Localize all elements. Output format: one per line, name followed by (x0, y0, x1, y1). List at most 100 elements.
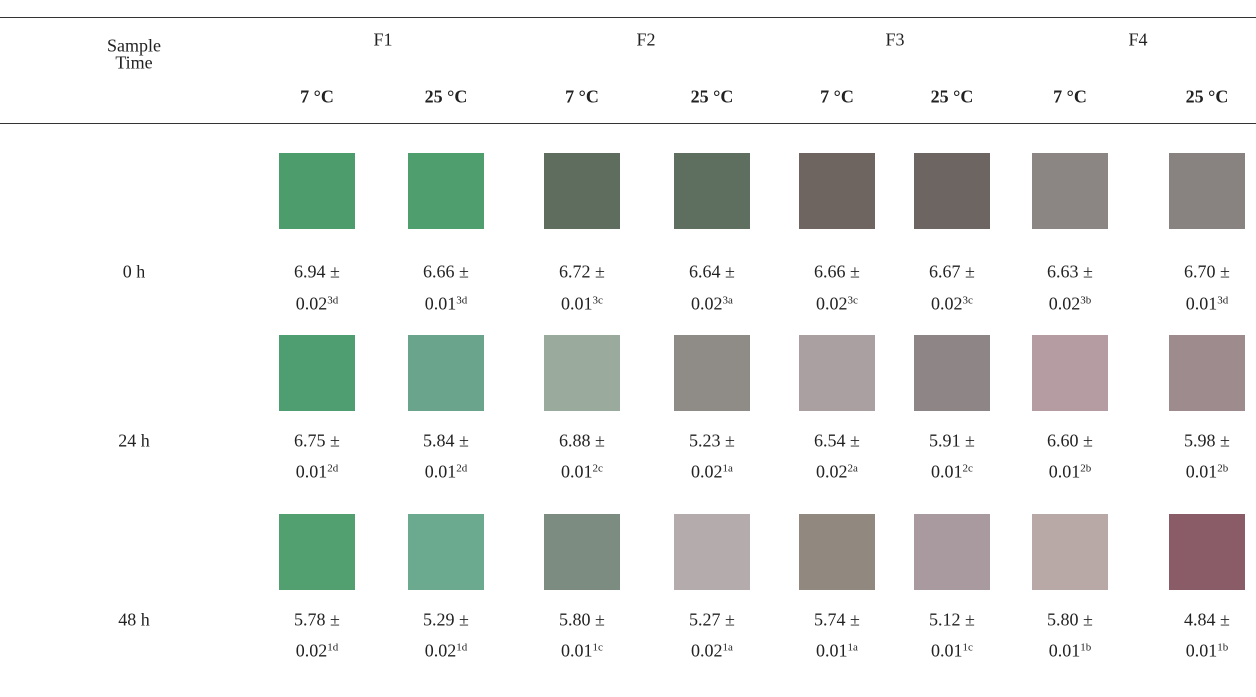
temperature-header: 7 °C (300, 86, 334, 107)
significance-letters: 1a (847, 641, 858, 654)
mean-value: 5.80 ± (1047, 609, 1093, 630)
temperature-header: 25 °C (690, 86, 734, 107)
temperature-header: 7 °C (820, 86, 854, 107)
mean-value: 5.12 ± (929, 609, 975, 630)
significance-letters: 3b (1080, 294, 1092, 307)
group-header: F3 (885, 29, 905, 50)
error: 0.02 (691, 640, 723, 661)
error: 0.02 (816, 293, 848, 314)
mean-value: 6.94 ± (294, 261, 340, 282)
significance-letters: 1a (722, 462, 733, 475)
mean-value: 5.98 ± (1184, 430, 1230, 451)
significance-letters: 3d (1217, 294, 1229, 307)
mean-value: 6.66 ± (814, 261, 860, 282)
sample-image (914, 153, 990, 229)
temperature-header: 25 °C (930, 86, 974, 107)
sample-image (1169, 514, 1245, 590)
error: 0.01 (1185, 640, 1218, 661)
error: 0.01 (1048, 640, 1081, 661)
sample-image (279, 514, 355, 590)
sample-image (408, 153, 484, 229)
time-label: 0 h (122, 261, 146, 282)
sample-image (544, 335, 620, 411)
temperature-header: 25 °C (1185, 86, 1229, 107)
sample-image (1169, 153, 1245, 229)
mean-value: 5.84 ± (423, 430, 469, 451)
mean-value: 5.78 ± (294, 609, 340, 630)
temperature-header: 7 °C (1053, 86, 1087, 107)
mean-value: 6.66 ± (423, 261, 469, 282)
mean-value: 6.70 ± (1184, 261, 1230, 282)
error: 0.01 (561, 293, 593, 314)
mean-value: 6.88 ± (559, 430, 605, 451)
error: 0.02 (931, 293, 963, 314)
error-value: 0.023b (1049, 294, 1092, 315)
significance-letters: 3c (847, 294, 858, 307)
mean-value: 6.64 ± (689, 261, 735, 282)
error: 0.01 (816, 640, 848, 661)
error-value: 0.022a (816, 462, 858, 483)
sample-image (674, 514, 750, 590)
error-value: 0.021d (296, 641, 339, 662)
error-value: 0.023c (816, 294, 858, 315)
significance-letters: 1c (592, 641, 603, 654)
sample-image (408, 335, 484, 411)
error-value: 0.012b (1186, 462, 1229, 483)
sample-image (799, 335, 875, 411)
error: 0.01 (561, 640, 593, 661)
error: 0.01 (295, 461, 328, 482)
error-value: 0.012c (561, 462, 603, 483)
significance-letters: 2d (456, 462, 468, 475)
sample-image (1032, 514, 1108, 590)
mean-value: 6.54 ± (814, 430, 860, 451)
mean-value: 5.80 ± (559, 609, 605, 630)
mean-value: 6.75 ± (294, 430, 340, 451)
significance-letters: 2b (1217, 462, 1229, 475)
mean-value: 5.29 ± (423, 609, 469, 630)
mean-value: 6.63 ± (1047, 261, 1093, 282)
error-value: 0.021a (691, 462, 733, 483)
sample-image (1169, 335, 1245, 411)
significance-letters: 2c (592, 462, 603, 475)
error: 0.02 (691, 293, 723, 314)
error: 0.01 (931, 640, 963, 661)
error-value: 0.021d (425, 641, 468, 662)
error-value: 0.012d (425, 462, 468, 483)
sample-image (914, 514, 990, 590)
mean-value: 6.72 ± (559, 261, 605, 282)
significance-letters: 1d (456, 641, 468, 654)
error: 0.02 (424, 640, 457, 661)
group-header: F1 (373, 29, 393, 50)
sample-image (799, 153, 875, 229)
significance-letters: 3d (327, 294, 339, 307)
row-label-header: Sample (107, 35, 161, 56)
sample-image (279, 335, 355, 411)
group-header: F2 (636, 29, 656, 50)
mean-value: 5.27 ± (689, 609, 735, 630)
significance-letters: 1c (962, 641, 973, 654)
time-label: 48 h (118, 609, 150, 630)
mean-value: 6.67 ± (929, 261, 975, 282)
sample-image (674, 153, 750, 229)
error: 0.02 (691, 461, 723, 482)
sample-image (1032, 153, 1108, 229)
error-value: 0.023a (691, 294, 733, 315)
sample-image (544, 153, 620, 229)
error-value: 0.012b (1049, 462, 1092, 483)
mean-value: 6.60 ± (1047, 430, 1093, 451)
error: 0.01 (1185, 293, 1218, 314)
error-value: 0.021a (691, 641, 733, 662)
error-value: 0.012c (931, 462, 973, 483)
error-value: 0.013d (425, 294, 468, 315)
error: 0.02 (295, 640, 328, 661)
error: 0.01 (1185, 461, 1218, 482)
significance-letters: 3c (592, 294, 603, 307)
sample-image (674, 335, 750, 411)
error-value: 0.011c (561, 641, 603, 662)
error-value: 0.012d (296, 462, 339, 483)
significance-letters: 3a (722, 294, 733, 307)
significance-letters: 2c (962, 462, 973, 475)
error: 0.02 (1048, 293, 1081, 314)
significance-letters: 3c (962, 294, 973, 307)
error: 0.02 (816, 461, 848, 482)
